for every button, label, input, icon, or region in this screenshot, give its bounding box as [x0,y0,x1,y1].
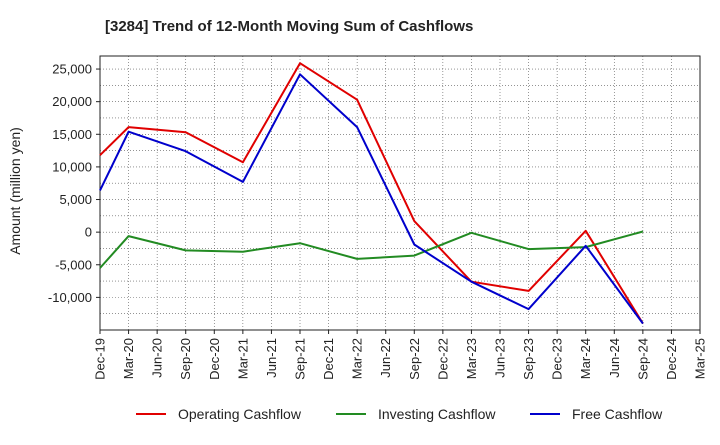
x-tick-label: Dec-22 [435,338,450,380]
y-axis-ticks: 25,000 20,000 15,000 10,000 5,000 0 -5,000 -10,… [48,62,100,305]
series-line-investing-cashflow [99,230,644,269]
y-tick-label: -10,000 [48,290,92,305]
series-line-free-cashflow [99,73,644,325]
legend: Operating Cashflow Investing Cashflow Free… [136,406,663,422]
legend-label: Investing Cashflow [378,406,496,422]
x-tick-label: Dec-21 [321,338,336,380]
x-tick-label: Sep-23 [521,338,536,380]
y-axis-label: Amount (million yen) [7,127,23,255]
x-tick-label: Mar-24 [578,338,593,379]
y-tick-label: 5,000 [59,192,92,207]
chart-title: [3284] Trend of 12-Month Moving Sum of C… [105,18,473,35]
x-tick-label: Dec-24 [664,338,679,380]
x-tick-label: Dec-20 [207,338,222,380]
x-tick-label: Jun-24 [607,338,622,378]
y-tick-label: 10,000 [52,159,92,174]
x-tick-label: Mar-23 [464,338,479,379]
x-tick-label: Jun-22 [378,338,393,378]
x-tick-label: Jun-23 [493,338,508,378]
legend-label: Operating Cashflow [178,406,302,422]
plot-frame [99,55,701,331]
x-tick-label: Jun-20 [150,338,165,378]
series-line-operating-cashflow [99,62,644,325]
y-tick-label: 0 [85,225,92,240]
x-tick-label: Mar-21 [235,338,250,379]
x-tick-label: Mar-25 [693,338,708,379]
y-tick-label: 25,000 [52,62,92,77]
x-tick-label: Mar-20 [121,338,136,379]
x-axis-ticks: Dec-19 Mar-20 Jun-20 Sep-20 Dec-20 Mar-21 Jun-… [93,330,708,380]
x-tick-label: Dec-19 [93,338,108,380]
x-tick-label: Mar-22 [350,338,365,379]
x-tick-label: Dec-23 [550,338,565,380]
y-tick-label: 15,000 [52,127,92,142]
x-tick-label: Sep-24 [635,338,650,380]
y-tick-label: 20,000 [52,94,92,109]
x-tick-label: Sep-22 [407,338,422,380]
x-tick-label: Sep-21 [293,338,308,380]
legend-label: Free Cashflow [572,406,663,422]
x-tick-label: Sep-20 [178,338,193,380]
y-tick-label: -5,000 [55,257,92,272]
x-tick-label: Jun-21 [264,338,279,378]
series-lines [99,62,644,325]
